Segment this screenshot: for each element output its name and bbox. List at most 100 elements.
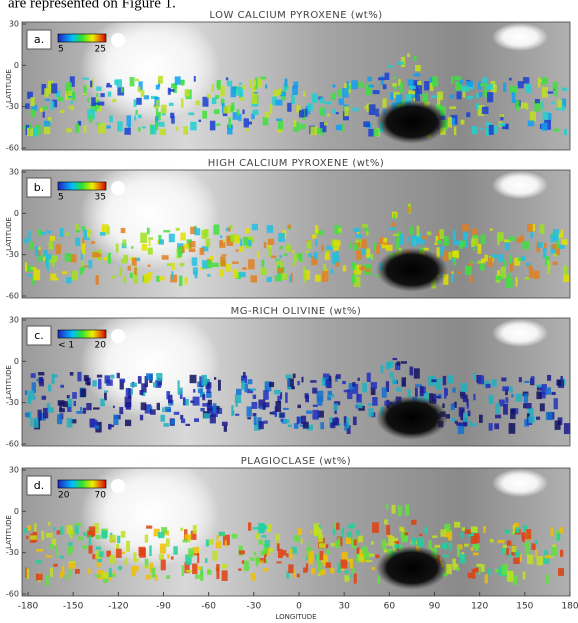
abundance-speck xyxy=(43,408,48,419)
abundance-speck xyxy=(471,229,477,235)
abundance-speck xyxy=(220,269,224,277)
abundance-speck xyxy=(310,380,316,383)
abundance-speck xyxy=(530,111,536,121)
abundance-speck xyxy=(211,84,214,92)
abundance-speck xyxy=(222,570,228,581)
abundance-speck xyxy=(189,248,196,252)
abundance-speck xyxy=(311,568,315,574)
abundance-speck xyxy=(254,417,257,425)
abundance-speck xyxy=(561,230,564,238)
abundance-speck xyxy=(53,527,56,530)
abundance-speck xyxy=(197,553,199,563)
abundance-speck xyxy=(489,423,493,431)
abundance-speck xyxy=(167,554,169,558)
abundance-speck xyxy=(96,93,98,97)
abundance-speck xyxy=(264,421,268,424)
abundance-speck xyxy=(317,396,322,405)
abundance-speck xyxy=(263,568,269,571)
abundance-speck xyxy=(298,528,302,535)
abundance-speck xyxy=(144,566,148,569)
lat-tick-label: 0 xyxy=(14,61,19,70)
abundance-speck xyxy=(45,257,47,266)
lon-tick-label: 180 xyxy=(561,602,578,612)
abundance-speck xyxy=(46,231,51,234)
abundance-speck xyxy=(146,526,152,529)
abundance-speck xyxy=(223,107,230,114)
abundance-speck xyxy=(268,247,271,257)
abundance-speck xyxy=(516,394,522,402)
abundance-speck xyxy=(31,373,36,378)
abundance-speck xyxy=(526,263,531,266)
abundance-speck xyxy=(292,263,295,266)
abundance-speck xyxy=(134,268,137,275)
abundance-speck xyxy=(536,385,542,388)
abundance-speck xyxy=(110,375,114,379)
abundance-speck xyxy=(319,98,324,104)
abundance-speck xyxy=(124,128,130,135)
abundance-speck xyxy=(43,106,48,110)
abundance-speck xyxy=(513,575,517,585)
abundance-speck xyxy=(471,547,474,550)
abundance-speck xyxy=(285,79,288,87)
abundance-speck xyxy=(121,228,126,233)
abundance-speck xyxy=(479,415,483,423)
abundance-speck xyxy=(279,255,282,258)
abundance-speck xyxy=(475,547,479,551)
abundance-speck xyxy=(51,83,57,93)
abundance-speck xyxy=(284,254,288,256)
abundance-speck xyxy=(134,99,137,107)
abundance-speck xyxy=(250,557,255,560)
abundance-speck xyxy=(165,407,171,412)
abundance-speck xyxy=(375,555,379,559)
abundance-speck xyxy=(169,234,175,243)
abundance-speck xyxy=(93,103,99,105)
abundance-speck xyxy=(503,83,506,92)
abundance-speck xyxy=(312,388,317,394)
abundance-speck xyxy=(116,549,122,558)
abundance-speck xyxy=(50,568,53,577)
abundance-speck xyxy=(65,93,68,99)
abundance-speck xyxy=(292,250,294,253)
abundance-speck xyxy=(346,537,351,544)
abundance-speck xyxy=(564,129,567,135)
abundance-speck xyxy=(159,554,164,560)
abundance-speck xyxy=(142,244,147,251)
abundance-speck xyxy=(173,546,177,555)
abundance-speck xyxy=(29,123,32,129)
abundance-speck xyxy=(310,531,313,533)
abundance-speck xyxy=(108,92,112,97)
abundance-speck xyxy=(226,77,228,80)
abundance-speck xyxy=(552,547,558,556)
abundance-speck xyxy=(76,230,81,233)
abundance-speck xyxy=(440,529,445,537)
abundance-speck xyxy=(62,271,67,274)
abundance-speck xyxy=(206,540,209,547)
abundance-speck xyxy=(448,252,451,260)
abundance-speck xyxy=(481,564,485,572)
abundance-speck xyxy=(184,244,189,250)
lon-tick-label: 30 xyxy=(338,602,350,612)
abundance-speck xyxy=(243,237,248,246)
abundance-speck xyxy=(526,542,530,552)
abundance-speck xyxy=(123,255,128,264)
abundance-speck xyxy=(269,104,272,113)
abundance-speck xyxy=(131,389,133,395)
abundance-speck xyxy=(100,399,105,407)
abundance-speck xyxy=(515,100,520,110)
abundance-speck xyxy=(348,525,351,528)
abundance-speck xyxy=(88,260,92,268)
abundance-speck xyxy=(468,573,472,579)
abundance-speck xyxy=(451,274,454,283)
abundance-speck xyxy=(552,102,555,105)
abundance-speck xyxy=(457,91,462,99)
abundance-speck xyxy=(118,566,122,570)
bright-region xyxy=(492,171,548,199)
abundance-speck xyxy=(108,424,112,430)
abundance-speck xyxy=(180,263,184,266)
abundance-speck xyxy=(169,103,174,106)
abundance-speck xyxy=(100,232,106,236)
abundance-speck xyxy=(498,254,504,261)
abundance-speck xyxy=(75,124,79,133)
abundance-speck xyxy=(153,382,157,387)
abundance-speck xyxy=(203,413,209,419)
